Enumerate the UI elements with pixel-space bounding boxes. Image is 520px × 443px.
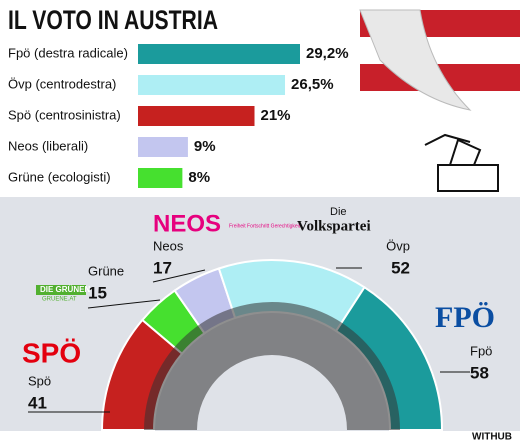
category-label: Spö (centrosinistra) bbox=[8, 107, 121, 122]
inner-shadow bbox=[144, 302, 400, 430]
leader-line bbox=[152, 269, 206, 283]
chart-title: IL VOTO IN AUSTRIA bbox=[8, 5, 218, 35]
party-logo: NEOS bbox=[153, 210, 221, 237]
value-label: 9% bbox=[194, 138, 216, 155]
party-logo: SPÖ bbox=[22, 337, 81, 368]
party-name: Fpö bbox=[470, 343, 492, 358]
party-logo: Freiheit Fortschritt Gerechtigkeit bbox=[229, 223, 301, 229]
party-name: Spö bbox=[28, 373, 51, 388]
party-name: Neos bbox=[153, 238, 184, 253]
value-label: 29,2% bbox=[306, 45, 349, 62]
seat-count: 52 bbox=[391, 258, 410, 277]
value-label: 8% bbox=[188, 169, 210, 186]
ballot-icon bbox=[424, 133, 499, 192]
leader-line bbox=[87, 299, 161, 309]
category-label: Fpö (destra radicale) bbox=[8, 45, 128, 60]
party-logo: Die bbox=[330, 206, 347, 218]
party-logo: FPÖ bbox=[435, 301, 495, 334]
party-logo: Volkspartei bbox=[297, 218, 371, 234]
bar bbox=[138, 106, 255, 126]
austria-flag bbox=[359, 9, 520, 111]
category-label: Övp (centrodestra) bbox=[8, 76, 116, 91]
category-label: Grüne (ecologisti) bbox=[8, 169, 111, 184]
bar bbox=[138, 137, 188, 157]
credit: WITHUB bbox=[472, 432, 512, 443]
bar bbox=[138, 168, 183, 188]
bar bbox=[138, 75, 286, 95]
party-logo: GRUENE.AT bbox=[42, 297, 77, 303]
party-logo: DIE GRÜNEN bbox=[40, 285, 90, 294]
value-label: 26,5% bbox=[291, 76, 334, 93]
seat-count: 15 bbox=[88, 283, 107, 302]
seat-count: 17 bbox=[153, 258, 172, 277]
seat-count: 58 bbox=[470, 363, 489, 382]
bar bbox=[138, 44, 300, 64]
category-label: Neos (liberali) bbox=[8, 138, 88, 153]
seat-count: 41 bbox=[28, 393, 47, 412]
party-name: Grüne bbox=[88, 263, 124, 278]
party-name: Övp bbox=[386, 238, 410, 253]
logo-band bbox=[36, 285, 86, 295]
value-label: 21% bbox=[261, 107, 291, 124]
